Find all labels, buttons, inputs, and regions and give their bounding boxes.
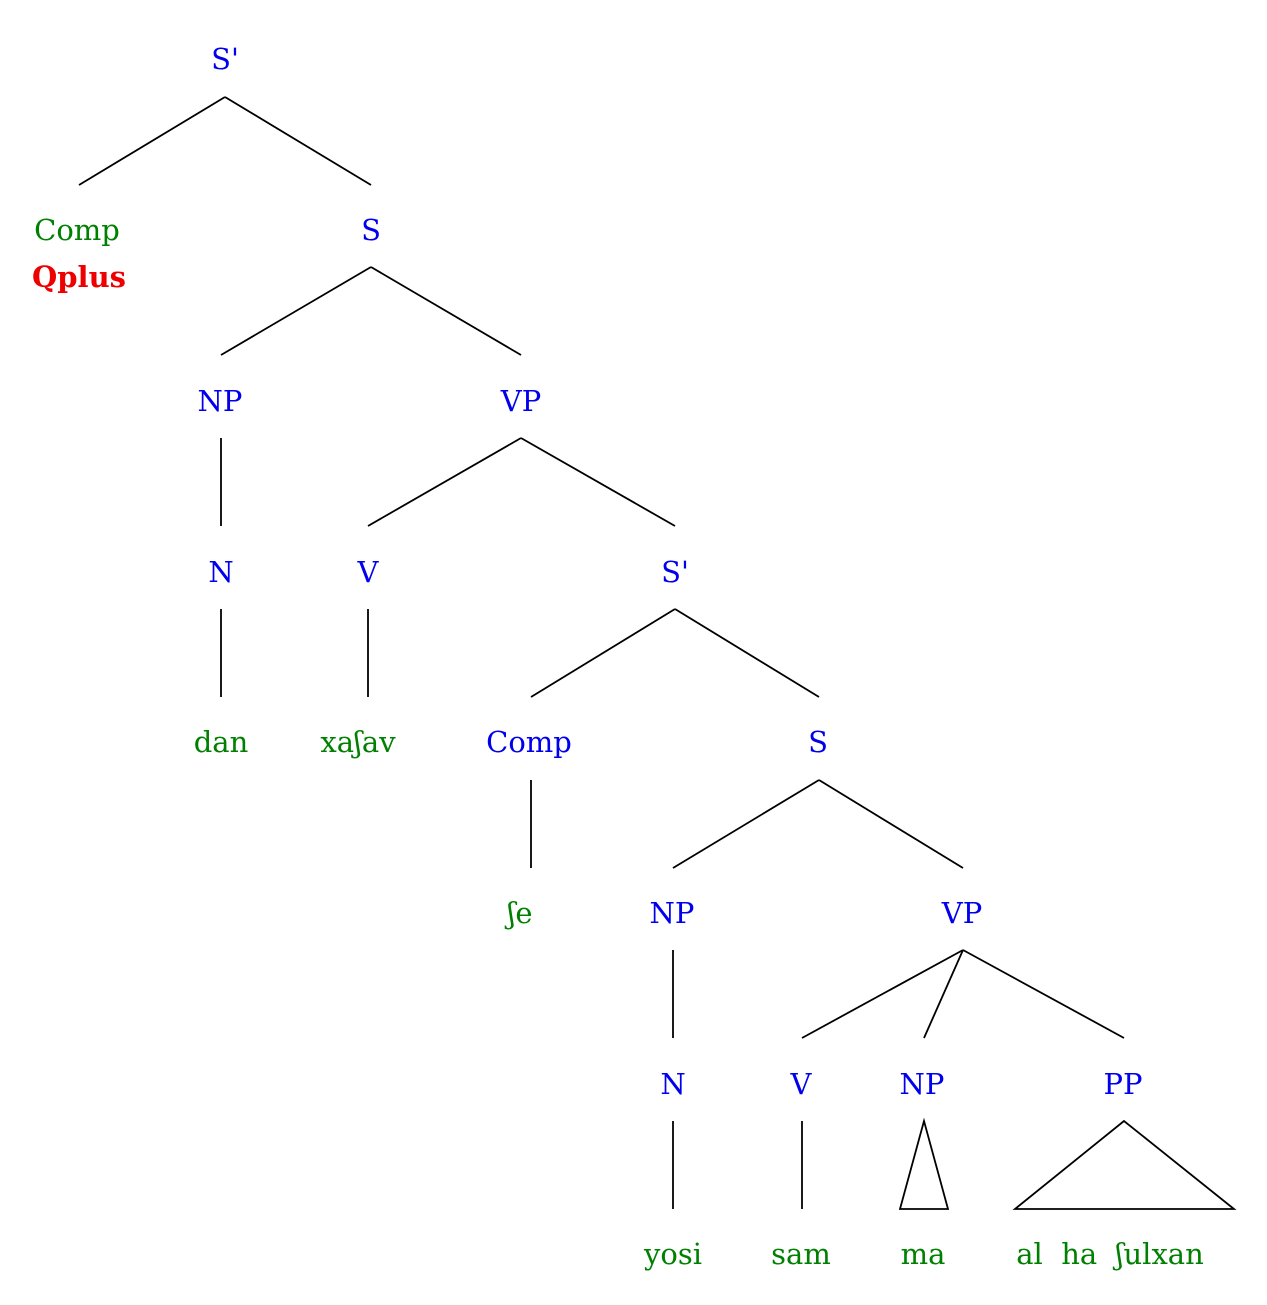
node-np-object: NP xyxy=(900,1067,945,1101)
word-al-ha-shulxan: al ha ʃulxan xyxy=(1016,1237,1204,1271)
node-comp-embedded: Comp xyxy=(486,725,572,759)
edge-s1-vp1 xyxy=(370,266,522,356)
edge-s2-vp2 xyxy=(818,779,964,869)
edge-vp2-pp1 xyxy=(962,949,1125,1039)
node-comp-root: Comp xyxy=(34,213,120,247)
node-np-embedded: NP xyxy=(650,896,695,930)
node-np-subject: NP xyxy=(198,384,243,418)
node-s-bar-embedded: S' xyxy=(661,555,689,589)
node-vp-embedded: VP xyxy=(941,896,982,930)
edge-vp2-np3 xyxy=(923,949,964,1039)
node-n-subject: N xyxy=(208,555,233,589)
word-xashav: xaʃav xyxy=(320,725,396,759)
triangle-pp1 xyxy=(1012,1119,1237,1210)
edge-sbar2-comp2 xyxy=(530,608,676,698)
node-s-main: S xyxy=(361,213,381,247)
word-dan: dan xyxy=(194,725,249,759)
tree-labels: S' Comp Qplus S NP VP N V S' dan xaʃav C… xyxy=(32,42,1204,1271)
node-n-embedded: N xyxy=(660,1067,685,1101)
edge-vp2-v2 xyxy=(801,949,964,1039)
node-v-main: V xyxy=(357,555,380,589)
edge-vp1-v1 xyxy=(367,437,522,527)
node-s-embedded: S xyxy=(808,725,828,759)
edge-sbar1-s1 xyxy=(224,96,372,186)
node-vp-main: VP xyxy=(500,384,541,418)
triangle-np3 xyxy=(898,1117,950,1210)
word-ma: ma xyxy=(901,1237,946,1271)
edge-vp1-sbar2 xyxy=(520,437,676,527)
feature-qplus: Qplus xyxy=(32,260,126,294)
edge-sbar1-comp1 xyxy=(78,96,226,186)
node-pp: PP xyxy=(1103,1067,1142,1101)
edge-s1-np1 xyxy=(220,266,372,356)
node-v-embedded: V xyxy=(790,1067,813,1101)
edge-s2-np2 xyxy=(672,779,820,869)
node-s-bar-root: S' xyxy=(211,42,239,76)
word-sam: sam xyxy=(771,1237,831,1271)
word-she: ʃe xyxy=(504,896,532,930)
edge-sbar2-s2 xyxy=(674,608,820,698)
tree-edges xyxy=(78,96,1237,1210)
word-yosi: yosi xyxy=(643,1237,702,1271)
